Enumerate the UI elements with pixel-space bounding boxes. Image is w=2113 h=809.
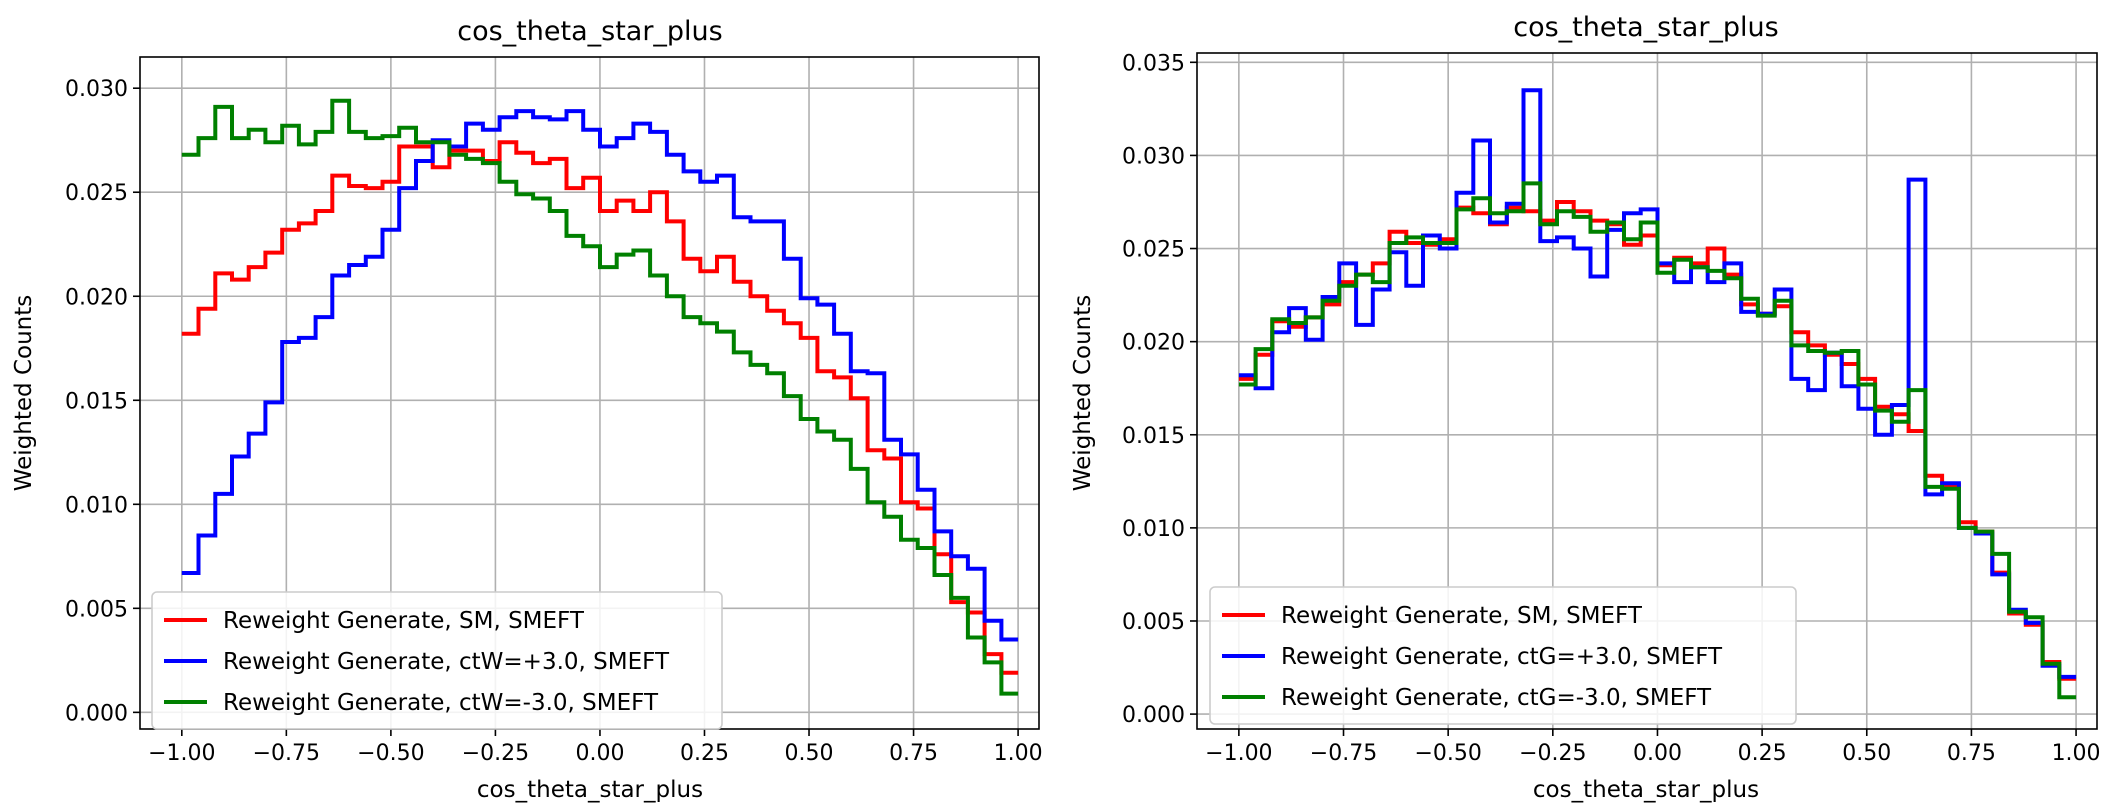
x-tick-label: −1.00: [148, 741, 215, 766]
y-tick-label: 0.020: [1122, 331, 1185, 356]
legend-label-2: Reweight Generate, ctG=+3.0, SMEFT: [1281, 644, 1723, 670]
y-tick-label: 0.005: [1122, 610, 1185, 635]
x-tick-label: −0.75: [253, 741, 320, 766]
x-tick-label: −1.00: [1205, 741, 1272, 766]
x-tick-label: 0.75: [1947, 741, 1996, 766]
x-tick-label: −0.25: [1519, 741, 1586, 766]
y-tick-label: 0.010: [65, 493, 128, 518]
x-tick-label: 1.00: [994, 741, 1043, 766]
x-tick-label: 0.50: [785, 741, 834, 766]
x-tick-label: 0.00: [1633, 741, 1682, 766]
chart-2-series-group: [1238, 88, 2077, 700]
y-tick-label: 0.020: [65, 285, 128, 310]
chart-2-legend: Reweight Generate, SM, SMEFT Reweight Gen…: [1209, 586, 1797, 725]
y-tick-label: 0.015: [1122, 424, 1185, 449]
chart-2-x-ticks: −1.00 −0.75 −0.50 −0.25 0.00 0.25 0.50 0.75 1.00: [1205, 729, 2101, 766]
y-tick-label: 0.035: [1122, 51, 1185, 76]
legend-label-1: Reweight Generate, SM, SMEFT: [223, 608, 585, 634]
series-line-1: [181, 140, 1019, 675]
chart-2: cos_theta_star_plus −1.00 −0.75 −0.50 −0.25…: [1070, 12, 2101, 803]
legend-box: [1209, 586, 1797, 725]
x-tick-label: 0.50: [1842, 741, 1891, 766]
x-tick-label: 0.25: [1738, 741, 1787, 766]
chart-2-y-axis-label: Weighted Counts: [1070, 295, 1096, 491]
y-tick-label: 0.000: [1122, 703, 1185, 728]
x-tick-label: −0.75: [1310, 741, 1377, 766]
legend-box: [151, 591, 723, 730]
y-tick-label: 0.015: [65, 389, 128, 414]
legend-label-2: Reweight Generate, ctW=+3.0, SMEFT: [223, 649, 670, 675]
y-tick-label: 0.010: [1122, 517, 1185, 542]
series-line-3: [181, 98, 1019, 696]
series-line-2: [181, 109, 1019, 642]
chart-1-series-group: [181, 98, 1019, 696]
y-tick-label: 0.000: [65, 701, 128, 726]
series-line-3: [1238, 181, 2077, 700]
y-tick-label: 0.030: [65, 77, 128, 102]
chart-2-x-axis-label: cos_theta_star_plus: [1533, 777, 1759, 803]
x-tick-label: −0.50: [1414, 741, 1481, 766]
chart-1: cos_theta_star_plus −1.00 −0.75 −0.50 −0.25…: [11, 16, 1043, 803]
chart-1-x-axis-label: cos_theta_star_plus: [477, 777, 703, 803]
y-tick-label: 0.005: [65, 597, 128, 622]
legend-label-3: Reweight Generate, ctW=-3.0, SMEFT: [223, 690, 659, 716]
chart-1-y-ticks: 0.000 0.005 0.010 0.015 0.020 0.025 0.030: [65, 77, 140, 726]
chart-2-y-ticks: 0.000 0.005 0.010 0.015 0.020 0.025 0.030 0.035: [1122, 51, 1197, 728]
x-tick-label: −0.25: [462, 741, 529, 766]
chart-1-x-ticks: −1.00 −0.75 −0.50 −0.25 0.00 0.25 0.50 0.75 1.00: [148, 729, 1043, 766]
y-tick-label: 0.030: [1122, 144, 1185, 169]
legend-label-1: Reweight Generate, SM, SMEFT: [1281, 603, 1643, 629]
chart-1-legend: Reweight Generate, SM, SMEFT Reweight Gen…: [151, 591, 723, 730]
x-tick-label: 0.25: [680, 741, 729, 766]
chart-1-title: cos_theta_star_plus: [457, 16, 723, 47]
chart-1-y-axis-label: Weighted Counts: [11, 295, 37, 491]
x-tick-label: 0.00: [575, 741, 624, 766]
x-tick-label: 0.75: [889, 741, 938, 766]
chart-2-plot-frame: [1196, 52, 2098, 730]
legend-label-3: Reweight Generate, ctG=-3.0, SMEFT: [1281, 685, 1712, 711]
x-tick-label: −0.50: [357, 741, 424, 766]
chart-2-title: cos_theta_star_plus: [1513, 12, 1779, 43]
x-tick-label: 1.00: [2052, 741, 2101, 766]
y-tick-label: 0.025: [65, 181, 128, 206]
y-tick-label: 0.025: [1122, 238, 1185, 263]
